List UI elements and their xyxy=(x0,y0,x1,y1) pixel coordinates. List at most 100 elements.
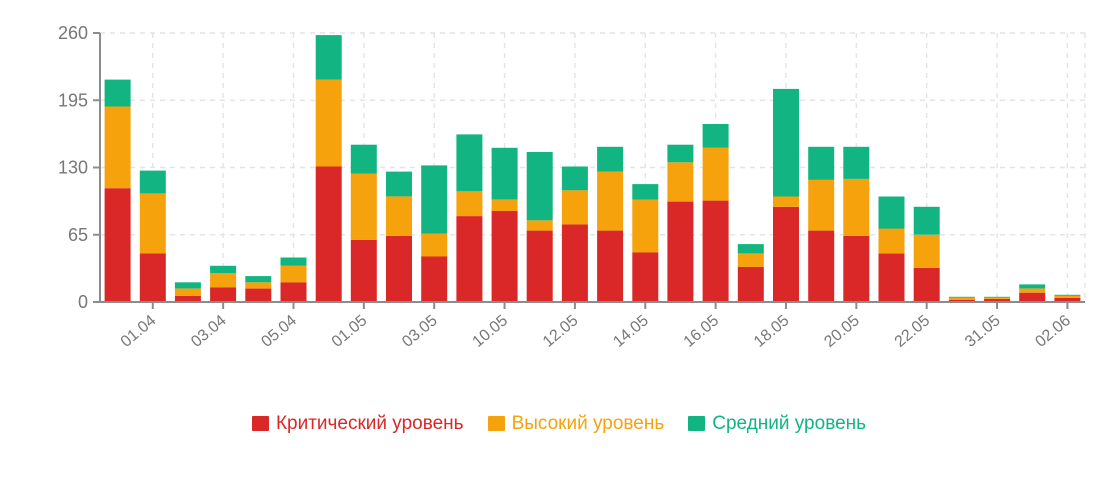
bar-segment-medium[interactable] xyxy=(913,206,940,235)
stacked-bar-chart: 0 65 130 195 260 01.04 03.04 05.04 01.05 03.05 10.… xyxy=(58,23,1086,351)
bar-segment-high[interactable] xyxy=(632,199,659,253)
bar-segment-medium[interactable] xyxy=(1054,294,1081,296)
bar-segment-medium[interactable] xyxy=(280,257,307,266)
bar-segment-critical[interactable] xyxy=(737,266,764,302)
bar-segment-critical[interactable] xyxy=(632,252,659,302)
bar-segment-medium[interactable] xyxy=(561,166,588,191)
bar-segment-critical[interactable] xyxy=(174,295,201,302)
bar-segment-high[interactable] xyxy=(878,228,905,254)
bar-stack xyxy=(139,170,166,302)
bar-stack xyxy=(667,144,694,302)
bar-segment-critical[interactable] xyxy=(491,211,518,302)
bar-segment-high[interactable] xyxy=(104,106,131,189)
legend-item-medium[interactable]: Средний уровень xyxy=(688,414,866,433)
y-tick-label: 130 xyxy=(58,158,88,178)
bar-segment-high[interactable] xyxy=(984,297,1011,299)
bar-segment-critical[interactable] xyxy=(456,216,483,302)
bar-segment-high[interactable] xyxy=(210,273,237,288)
legend-swatch-icon xyxy=(487,416,505,431)
bar-segment-high[interactable] xyxy=(913,234,940,268)
bar-segment-medium[interactable] xyxy=(702,124,729,148)
bar-segment-medium[interactable] xyxy=(948,296,975,298)
bar-segment-high[interactable] xyxy=(667,162,694,202)
bar-segment-medium[interactable] xyxy=(878,196,905,229)
bar-stack xyxy=(808,146,835,302)
bar-segment-high[interactable] xyxy=(280,265,307,283)
bar-segment-medium[interactable] xyxy=(104,79,131,107)
legend-item-critical[interactable]: Критический уровень xyxy=(251,414,464,433)
bar-segment-critical[interactable] xyxy=(315,166,342,303)
bar-segment-medium[interactable] xyxy=(808,146,835,180)
bar-stack xyxy=(456,134,483,302)
bar-segment-medium[interactable] xyxy=(315,35,342,80)
bar-segment-high[interactable] xyxy=(350,173,377,240)
bar-segment-high[interactable] xyxy=(948,297,975,300)
bar-segment-medium[interactable] xyxy=(773,88,799,197)
bar-segment-high[interactable] xyxy=(808,179,835,231)
bar-segment-critical[interactable] xyxy=(350,239,377,302)
bar-segment-critical[interactable] xyxy=(561,224,588,302)
bar-segment-medium[interactable] xyxy=(597,146,624,172)
bar-segment-high[interactable] xyxy=(139,193,166,254)
bar-segment-critical[interactable] xyxy=(878,253,905,302)
bar-segment-critical[interactable] xyxy=(386,235,412,302)
bar-segment-medium[interactable] xyxy=(491,147,518,200)
bar-segment-critical[interactable] xyxy=(808,230,835,302)
bar-segment-high[interactable] xyxy=(597,171,624,231)
bar-segment-critical[interactable] xyxy=(421,256,448,303)
bar-segment-high[interactable] xyxy=(456,191,483,217)
bar-segment-medium[interactable] xyxy=(386,171,412,197)
bar-segment-medium[interactable] xyxy=(421,165,448,234)
bar-segment-high[interactable] xyxy=(386,196,412,236)
legend-label: Высокий уровень xyxy=(511,413,665,434)
bar-segment-critical[interactable] xyxy=(984,298,1011,302)
bar-segment-high[interactable] xyxy=(702,147,729,201)
bar-segment-critical[interactable] xyxy=(773,206,799,302)
bar-segment-medium[interactable] xyxy=(632,184,659,200)
bar-segment-high[interactable] xyxy=(526,220,553,231)
bar-segment-medium[interactable] xyxy=(139,170,166,194)
bar-segment-critical[interactable] xyxy=(280,282,307,302)
bar-segment-critical[interactable] xyxy=(1019,292,1046,302)
legend-item-high[interactable]: Высокий уровень xyxy=(487,413,665,434)
bar-segment-critical[interactable] xyxy=(245,288,272,302)
bar-segment-medium[interactable] xyxy=(456,134,483,192)
bar-segment-critical[interactable] xyxy=(597,230,624,302)
bar-segment-critical[interactable] xyxy=(667,201,694,302)
bar-segment-high[interactable] xyxy=(245,282,272,289)
bar-segment-high[interactable] xyxy=(1019,288,1046,293)
bar-segment-medium[interactable] xyxy=(210,265,237,273)
bar-segment-high[interactable] xyxy=(315,79,342,167)
bar-segment-medium[interactable] xyxy=(245,276,272,283)
bar-segment-high[interactable] xyxy=(561,190,588,225)
bar-segment-critical[interactable] xyxy=(104,188,131,302)
bar-segment-medium[interactable] xyxy=(526,152,553,221)
bar-segment-critical[interactable] xyxy=(526,230,553,302)
bar-segment-critical[interactable] xyxy=(702,200,729,302)
bar-segment-critical[interactable] xyxy=(948,299,975,302)
bar-segment-medium[interactable] xyxy=(1019,284,1046,289)
bar-segment-critical[interactable] xyxy=(843,235,870,302)
bar-stack xyxy=(315,35,342,303)
x-tick-label: 03.05 xyxy=(399,312,441,351)
bar-segment-medium[interactable] xyxy=(174,282,201,289)
bar-segment-medium[interactable] xyxy=(667,144,694,163)
bar-stack xyxy=(280,257,307,302)
bar-segment-medium[interactable] xyxy=(984,296,1011,298)
bar-segment-high[interactable] xyxy=(421,233,448,257)
bar-segment-high[interactable] xyxy=(174,288,201,296)
bar-segment-high[interactable] xyxy=(843,178,870,236)
bar-segment-high[interactable] xyxy=(1054,295,1081,298)
bar-segment-critical[interactable] xyxy=(210,287,237,303)
bar-segment-critical[interactable] xyxy=(913,267,940,302)
bar-segment-critical[interactable] xyxy=(1054,297,1081,302)
bar-segment-high[interactable] xyxy=(737,253,764,267)
bar-segment-high[interactable] xyxy=(491,199,518,211)
bar-segment-critical[interactable] xyxy=(139,253,166,302)
bar-segment-medium[interactable] xyxy=(843,146,870,179)
bar-segment-high[interactable] xyxy=(773,196,799,207)
legend-swatch-icon xyxy=(251,416,269,431)
bar-segment-medium[interactable] xyxy=(737,244,764,254)
bar-segment-medium[interactable] xyxy=(350,144,377,174)
